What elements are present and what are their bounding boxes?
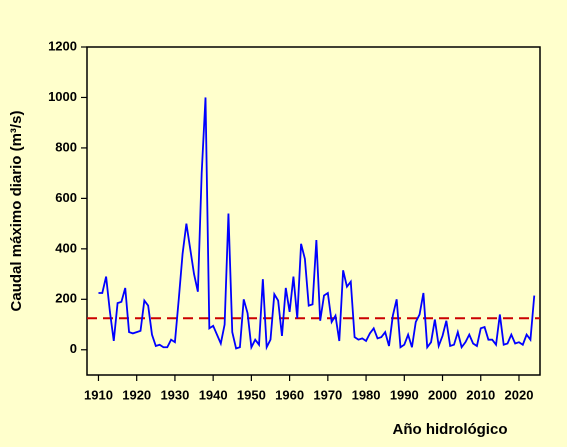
x-tick-label: 1910 (84, 387, 113, 402)
x-tick-label: 1950 (237, 387, 266, 402)
y-tick-label: 1200 (48, 38, 77, 53)
x-tick-label: 1990 (390, 387, 419, 402)
y-tick-label: 1000 (48, 89, 77, 104)
x-tick-label: 1970 (313, 387, 342, 402)
y-tick-label: 800 (55, 139, 77, 154)
y-tick-label: 400 (55, 240, 77, 255)
x-tick-label: 2020 (505, 387, 534, 402)
x-tick-label: 2010 (466, 387, 495, 402)
x-tick-label: 1930 (160, 387, 189, 402)
x-tick-label: 1960 (275, 387, 304, 402)
x-tick-label: 1940 (199, 387, 228, 402)
y-tick-label: 0 (70, 341, 77, 356)
y-axis-label: Caudal máximo diario (m³/s) (8, 111, 25, 312)
data-line (98, 97, 536, 351)
x-tick-label: 1980 (352, 387, 381, 402)
y-tick-label: 600 (55, 190, 77, 205)
y-tick-label: 200 (55, 291, 77, 306)
x-axis-label: Año hidrológico (393, 421, 508, 438)
x-tick-label: 2000 (428, 387, 457, 402)
x-tick-label: 1920 (122, 387, 151, 402)
plot-frame (86, 46, 541, 376)
